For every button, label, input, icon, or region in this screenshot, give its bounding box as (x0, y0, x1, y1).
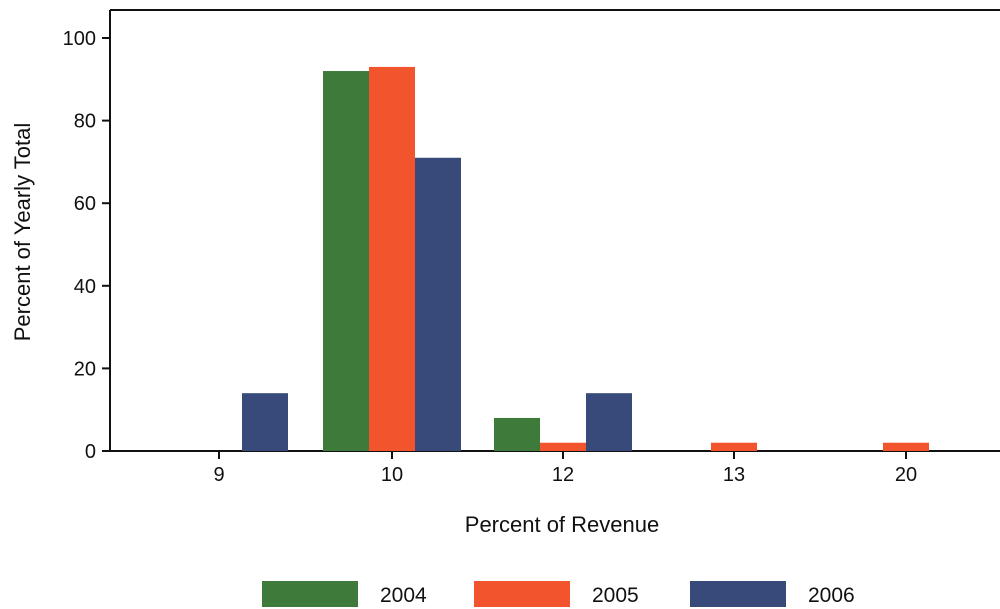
x-axis: 9 10 12 13 20 (213, 451, 917, 486)
bars (242, 67, 929, 451)
y-tick-label: 100 (63, 28, 96, 50)
legend-swatch-2004 (262, 581, 358, 607)
bar-2006-10 (415, 158, 461, 451)
y-tick-label: 20 (74, 358, 96, 380)
x-tick-label: 13 (723, 464, 745, 486)
x-axis-title: Percent of Revenue (465, 512, 659, 537)
bar-2005-13 (711, 443, 757, 451)
bar-2006-12 (586, 393, 632, 451)
legend-label-2005: 2005 (592, 584, 639, 607)
legend-label-2004: 2004 (380, 584, 427, 607)
bar-2004-10 (323, 71, 369, 451)
x-tick-label: 20 (895, 464, 917, 486)
bar-2005-10 (369, 67, 415, 451)
y-tick-label: 0 (85, 441, 96, 463)
legend-swatch-2006 (690, 581, 786, 607)
x-tick-label: 9 (213, 464, 224, 486)
y-tick-label: 40 (74, 276, 96, 298)
bar-2004-12 (494, 418, 540, 451)
legend-label-2006: 2006 (808, 584, 855, 607)
legend: 2004 2005 2006 (262, 581, 855, 607)
x-tick-label: 10 (381, 464, 403, 486)
y-axis: 0 20 40 60 80 100 (63, 28, 110, 463)
bar-2005-12 (540, 443, 586, 451)
bar-2005-20 (883, 443, 929, 451)
x-tick-label: 12 (552, 464, 574, 486)
y-axis-title: Percent of Yearly Total (10, 123, 35, 342)
bar-2006-9 (242, 393, 288, 451)
y-tick-label: 60 (74, 193, 96, 215)
y-tick-label: 80 (74, 111, 96, 133)
legend-swatch-2005 (474, 581, 570, 607)
